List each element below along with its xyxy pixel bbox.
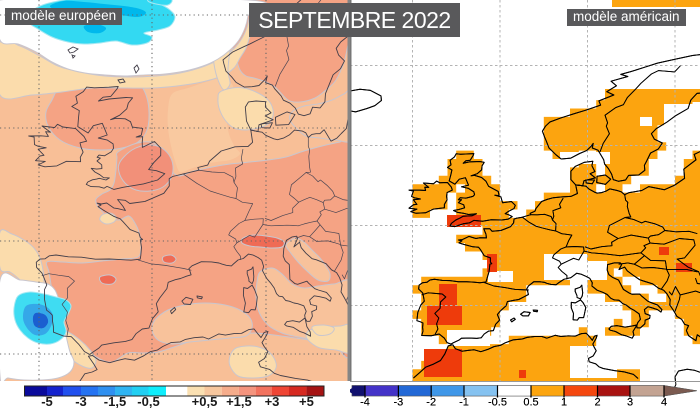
svg-text:1: 1 [561, 397, 567, 408]
svg-text:-5: -5 [41, 394, 53, 408]
svg-text:+0,5: +0,5 [192, 394, 218, 408]
svg-text:+3: +3 [265, 394, 280, 408]
svg-text:3: 3 [627, 397, 633, 408]
svg-text:-3: -3 [75, 394, 87, 408]
svg-text:+5: +5 [299, 394, 314, 408]
svg-text:-0,5: -0,5 [137, 394, 159, 408]
svg-text:-2: -2 [426, 397, 436, 408]
svg-text:-4: -4 [360, 397, 370, 408]
svg-text:3: 3 [627, 397, 633, 408]
svg-text:-2: -2 [426, 397, 436, 408]
svg-text:-1: -1 [459, 397, 469, 408]
svg-text:-0.5: -0.5 [488, 397, 507, 408]
svg-text:-3: -3 [394, 397, 404, 408]
svg-text:-0.5: -0.5 [488, 397, 507, 408]
svg-text:0.5: 0.5 [523, 397, 538, 408]
svg-text:1: 1 [561, 397, 567, 408]
svg-text:+1,5: +1,5 [226, 394, 252, 408]
svg-text:-1: -1 [459, 397, 469, 408]
svg-text:-3: -3 [394, 397, 404, 408]
svg-text:2: 2 [594, 397, 600, 408]
svg-text:2: 2 [594, 397, 600, 408]
svg-text:-4: -4 [360, 397, 370, 408]
svg-text:0.5: 0.5 [523, 397, 538, 408]
svg-text:4: 4 [661, 397, 667, 408]
svg-text:4: 4 [661, 397, 667, 408]
svg-text:-1,5: -1,5 [104, 394, 126, 408]
